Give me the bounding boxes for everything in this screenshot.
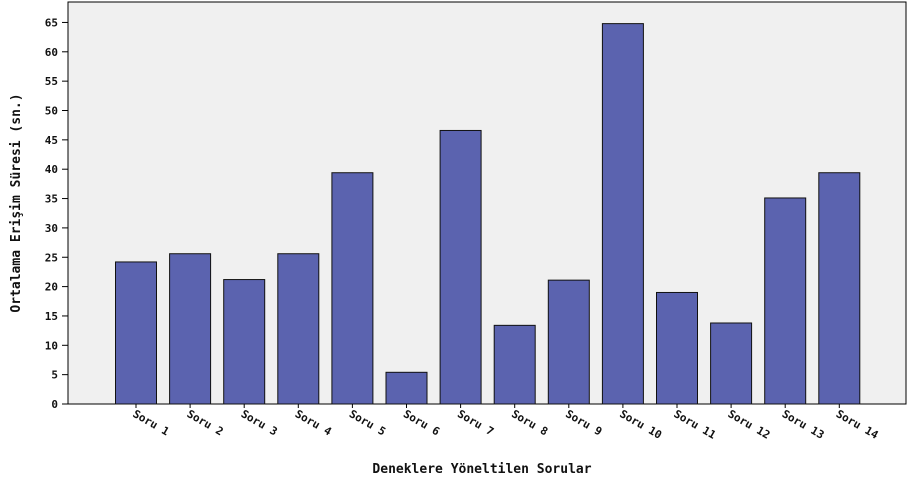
bar bbox=[277, 253, 320, 405]
y-tick-label: 45 bbox=[45, 134, 58, 147]
y-tick-label: 30 bbox=[45, 222, 58, 235]
y-tick-label: 0 bbox=[51, 398, 58, 411]
bar bbox=[493, 324, 536, 405]
y-tick-label: 35 bbox=[45, 193, 58, 206]
x-axis: Soru 1 Soru 2 Soru 3 Soru 4 Soru 5 Soru 6 Soru… bbox=[131, 404, 881, 442]
x-tick-label: Soru 6 bbox=[401, 407, 442, 438]
y-axis: 0 5 10 15 20 25 30 35 40 45 50 55 60 65 bbox=[45, 16, 68, 411]
bar bbox=[115, 261, 157, 405]
y-tick-label: 25 bbox=[45, 251, 58, 264]
x-tick-label: Soru 14 bbox=[834, 407, 881, 442]
bar bbox=[169, 253, 212, 405]
bar bbox=[547, 279, 590, 405]
x-tick-label: Soru 2 bbox=[185, 407, 226, 438]
x-axis-title: Deneklere Yöneltilen Sorular bbox=[372, 462, 591, 477]
y-tick-label: 50 bbox=[45, 105, 58, 118]
bar bbox=[331, 172, 374, 405]
y-tick-label: 40 bbox=[45, 163, 58, 176]
y-tick-label: 20 bbox=[45, 281, 58, 294]
x-tick-label: Soru 11 bbox=[672, 407, 719, 442]
bar bbox=[385, 371, 428, 405]
y-tick-label: 65 bbox=[45, 16, 58, 29]
y-tick-label: 15 bbox=[45, 310, 58, 323]
x-tick-label: Soru 3 bbox=[239, 407, 280, 438]
y-tick-label: 60 bbox=[45, 46, 58, 59]
y-tick-label: 10 bbox=[45, 339, 58, 352]
bar bbox=[818, 172, 861, 405]
x-tick-label: Soru 1 bbox=[131, 407, 172, 438]
y-axis-title: Ortalama Erişim Süresi (sn.) bbox=[9, 93, 24, 312]
bar bbox=[710, 322, 753, 405]
x-tick-label: Soru 13 bbox=[780, 407, 827, 441]
x-tick-label: Soru 10 bbox=[617, 407, 664, 441]
x-tick-label: Soru 9 bbox=[563, 407, 604, 438]
bar bbox=[439, 129, 482, 405]
bar bbox=[764, 197, 807, 405]
x-tick-label: Soru 12 bbox=[726, 407, 773, 441]
bar bbox=[656, 291, 698, 405]
x-tick-label: Soru 7 bbox=[455, 407, 496, 438]
x-tick-label: Soru 8 bbox=[509, 407, 550, 438]
y-tick-label: 5 bbox=[51, 369, 58, 382]
bar bbox=[601, 23, 644, 405]
x-tick-label: Soru 5 bbox=[347, 407, 388, 438]
bars-group bbox=[115, 23, 861, 405]
y-tick-label: 55 bbox=[45, 75, 58, 88]
x-tick-label: Soru 4 bbox=[293, 407, 334, 438]
bar bbox=[223, 279, 266, 405]
